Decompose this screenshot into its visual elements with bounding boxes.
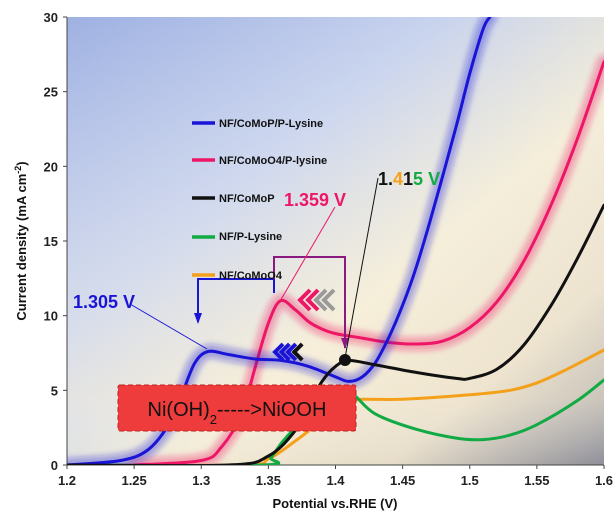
- process-label: Ni(OH)2----->NiOOH: [148, 399, 327, 427]
- x-tick-label: 1.6: [595, 473, 613, 488]
- y-tick-label: 5: [51, 383, 58, 398]
- y-tick-label: 15: [44, 234, 58, 249]
- y-tick-label: 25: [44, 85, 58, 100]
- legend-label-nf-comoo4-p-lysine: NF/CoMoO4/P-lysine: [219, 155, 327, 167]
- x-tick-label: 1.55: [524, 473, 549, 488]
- annotation-pointer-1415: [344, 177, 379, 359]
- annotation-pointer-1305: [129, 303, 208, 350]
- y-axis-title: Current density (mA cm-2): [13, 161, 29, 320]
- annotation-1415-part: 1: [403, 169, 413, 189]
- purple-bracket-arrowhead: [341, 338, 349, 349]
- y-tick-label: 30: [44, 10, 58, 25]
- x-tick-label: 1.45: [390, 473, 415, 488]
- annotation-1359: 1.359 V: [284, 190, 346, 210]
- annotation-1415: 1.415 V: [378, 169, 440, 189]
- x-axis-title: Potential vs.RHE (V): [273, 496, 398, 511]
- x-tick-label: 1.25: [121, 473, 146, 488]
- y-axis-title-superscript: -2: [13, 166, 23, 174]
- blue-chevron: [272, 342, 285, 362]
- process-box: [117, 384, 357, 432]
- y-tick-label: 0: [51, 458, 58, 473]
- annotation-1415-part: V: [423, 169, 440, 189]
- intersection-marker: [339, 354, 351, 366]
- x-tick-label: 1.3: [192, 473, 210, 488]
- blue-chevron: [291, 342, 304, 362]
- process-label-product: ----->NiOOH: [217, 399, 326, 421]
- annotation-1305: 1.305 V: [73, 292, 135, 312]
- x-tick-label: 1.4: [326, 473, 345, 488]
- legend-label-nf-p-lysine: NF/P-Lysine: [219, 231, 282, 243]
- pink-chevron: [297, 288, 312, 312]
- pink-chevron: [321, 288, 336, 312]
- series-line-nf-comop: [67, 203, 604, 465]
- legend-label-nf-comop-p-lysine: NF/CoMoP/P-Lysine: [219, 118, 323, 130]
- annotation-1415-part: 1.: [378, 169, 393, 189]
- legend: NF/CoMoP/P-Lysine NF/CoMoO4/P-lysine NF/Co…: [192, 118, 327, 282]
- x-tick-label: 1.2: [58, 473, 76, 488]
- y-tick-label: 20: [44, 159, 58, 174]
- blue-chevron: [284, 342, 298, 362]
- blue-bracket-arrowhead: [194, 313, 202, 324]
- overlay-layer: 1.305 V 1.359 V 1.415 V Ni(OH)2----->NiOOH: [73, 169, 440, 432]
- process-label-subscript: 2: [210, 412, 217, 427]
- pink-chevron: [313, 288, 328, 312]
- x-tick-label: 1.35: [256, 473, 281, 488]
- legend-label-nf-comoo4: NF/CoMoO4: [219, 270, 283, 282]
- x-tick-label: 1.5: [461, 473, 479, 488]
- annotation-1415-part: 5: [413, 169, 423, 189]
- blue-bracket-line: [197, 278, 275, 322]
- process-label-reactant: Ni(OH): [148, 399, 210, 421]
- pink-chevron: [305, 288, 320, 312]
- purple-bracket-line: [273, 256, 346, 348]
- ticks: 1.2 1.25 1.3 1.35 1.4 1.45 1.5 1.55 1.6051015202…: [44, 10, 614, 488]
- y-tick-label: 10: [44, 309, 58, 324]
- annotation-1415-part: 4: [393, 169, 403, 189]
- annotation-pointer-1359: [278, 206, 336, 304]
- legend-label-nf-comop: NF/CoMoP: [219, 193, 275, 205]
- blue-chevron: [278, 342, 291, 362]
